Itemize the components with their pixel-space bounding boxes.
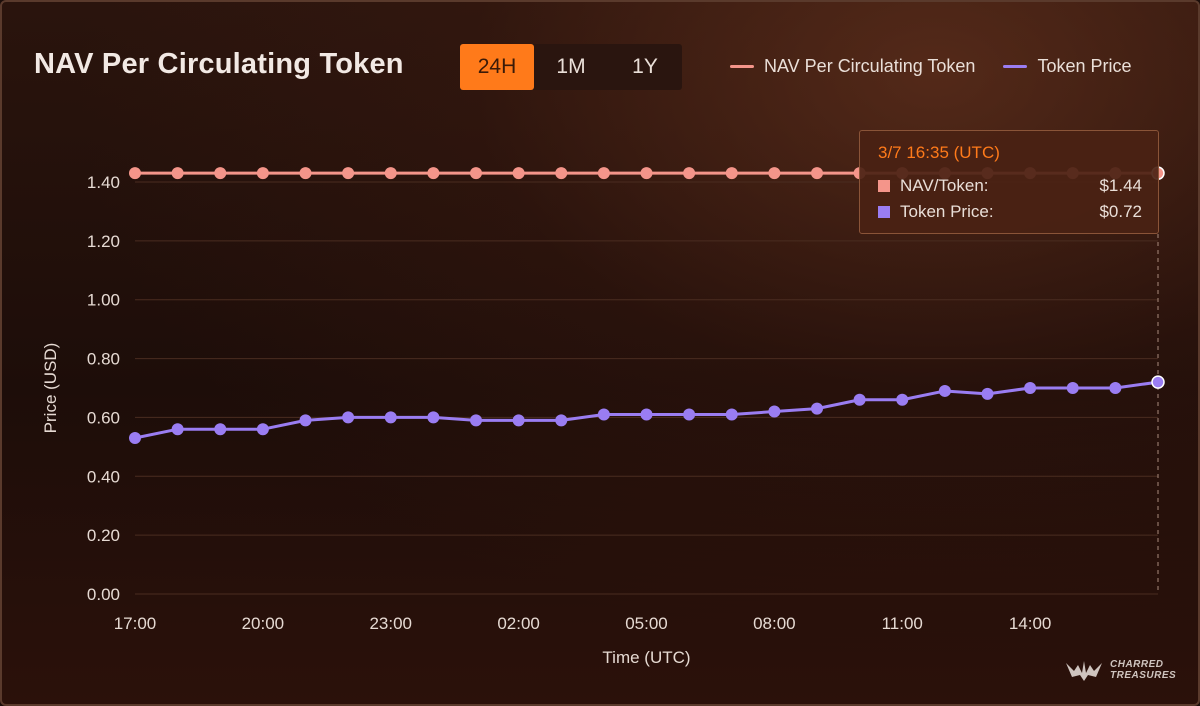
legend-item-nav[interactable]: NAV Per Circulating Token bbox=[730, 56, 975, 77]
data-point-price bbox=[896, 393, 909, 406]
data-point-nav bbox=[768, 167, 781, 180]
data-point-price bbox=[214, 423, 227, 436]
x-tick-label: 23:00 bbox=[369, 614, 412, 633]
chart-legend: NAV Per Circulating Token Token Price bbox=[730, 56, 1131, 77]
data-point-price bbox=[470, 414, 482, 427]
x-tick-label: 11:00 bbox=[882, 614, 923, 633]
data-point-price bbox=[768, 405, 781, 418]
y-tick-label: 0.00 bbox=[87, 585, 120, 604]
data-point-nav bbox=[725, 167, 738, 180]
tooltip-swatch-nav bbox=[878, 180, 890, 192]
logo-line-2: TREASURES bbox=[1110, 670, 1177, 681]
y-tick-label: 0.60 bbox=[87, 408, 120, 427]
y-tick-label: 0.80 bbox=[87, 350, 120, 369]
y-tick-label: 1.20 bbox=[87, 232, 120, 251]
data-point-nav bbox=[555, 167, 568, 180]
chart-title: NAV Per Circulating Token bbox=[34, 48, 404, 80]
data-point-nav bbox=[640, 167, 653, 180]
x-axis-label: Time (UTC) bbox=[602, 648, 690, 667]
tooltip-row-nav: NAV/Token: $1.44 bbox=[878, 173, 1142, 199]
data-point-price bbox=[725, 408, 738, 421]
tooltip-value-nav: $1.44 bbox=[1099, 176, 1142, 195]
tab-1y[interactable]: 1Y bbox=[632, 55, 658, 78]
data-point-price bbox=[1024, 382, 1037, 394]
x-tick-label: 20:00 bbox=[242, 614, 285, 633]
data-point-nav bbox=[384, 167, 397, 180]
y-tick-label: 0.20 bbox=[87, 526, 120, 545]
y-tick-label: 1.40 bbox=[87, 173, 120, 192]
tab-1m[interactable]: 1M bbox=[556, 55, 586, 78]
data-point-nav bbox=[597, 167, 610, 180]
legend-swatch-nav bbox=[730, 65, 754, 68]
tooltip-label-price: Token Price: bbox=[900, 202, 994, 221]
data-point-nav bbox=[427, 167, 440, 180]
data-point-price bbox=[981, 387, 994, 400]
tooltip-swatch-price bbox=[878, 206, 890, 218]
data-point-price bbox=[129, 432, 141, 445]
y-tick-label: 0.40 bbox=[87, 467, 120, 486]
data-point-price bbox=[938, 384, 951, 397]
logo-line-1: CHARRED bbox=[1110, 659, 1164, 670]
tooltip-value-price: $0.72 bbox=[1099, 202, 1142, 221]
data-point-price bbox=[811, 402, 823, 415]
data-point-price bbox=[512, 414, 525, 427]
range-tabs: 24H 1M 1Y bbox=[460, 44, 682, 90]
x-tick-label: 05:00 bbox=[625, 614, 668, 633]
legend-label-nav: NAV Per Circulating Token bbox=[764, 56, 976, 76]
brand-logo: CHARRED TREASURES bbox=[1064, 657, 1176, 683]
x-tick-label: 08:00 bbox=[753, 614, 796, 633]
data-point-nav bbox=[256, 167, 269, 180]
data-point-price bbox=[342, 411, 355, 424]
data-point-price bbox=[171, 423, 184, 436]
dragon-icon bbox=[1066, 661, 1102, 681]
data-point-nav bbox=[299, 167, 312, 180]
data-point-price bbox=[597, 408, 610, 421]
x-tick-label: 17:00 bbox=[114, 614, 157, 633]
legend-label-price: Token Price bbox=[1037, 56, 1132, 76]
data-point-price bbox=[299, 414, 312, 427]
x-tick-label: 02:00 bbox=[497, 614, 540, 633]
tooltip-label-nav: NAV/Token: bbox=[900, 176, 989, 195]
hover-tooltip: 3/7 16:35 (UTC) NAV/Token: $1.44 Token P… bbox=[859, 130, 1159, 234]
data-point-price bbox=[1151, 375, 1165, 389]
y-axis-label: Price (USD) bbox=[41, 343, 60, 434]
legend-item-price[interactable]: Token Price bbox=[1003, 56, 1131, 77]
data-point-price bbox=[427, 411, 440, 424]
data-point-nav bbox=[171, 167, 184, 180]
x-tick-label: 14:00 bbox=[1009, 614, 1052, 633]
data-point-price bbox=[555, 414, 568, 427]
tooltip-time: 3/7 16:35 (UTC) bbox=[878, 143, 1000, 162]
tooltip-row-price: Token Price: $0.72 bbox=[878, 199, 1142, 225]
data-point-nav bbox=[342, 167, 355, 180]
legend-swatch-price bbox=[1003, 65, 1028, 68]
data-point-price bbox=[256, 423, 269, 436]
data-point-nav bbox=[683, 167, 696, 180]
data-point-nav bbox=[214, 167, 227, 180]
data-point-price bbox=[853, 393, 866, 406]
data-point-nav bbox=[512, 167, 525, 180]
y-tick-label: 1.00 bbox=[87, 291, 120, 310]
data-point-nav bbox=[470, 167, 482, 180]
data-point-nav bbox=[129, 167, 141, 180]
data-point-price bbox=[1066, 382, 1079, 394]
data-point-nav bbox=[811, 167, 823, 180]
logo-text: CHARRED TREASURES bbox=[1110, 659, 1176, 681]
tab-24h[interactable]: 24H bbox=[460, 44, 534, 90]
data-point-price bbox=[683, 408, 696, 421]
data-point-price bbox=[384, 411, 397, 424]
data-point-price bbox=[640, 408, 653, 421]
data-point-price bbox=[1109, 382, 1122, 394]
